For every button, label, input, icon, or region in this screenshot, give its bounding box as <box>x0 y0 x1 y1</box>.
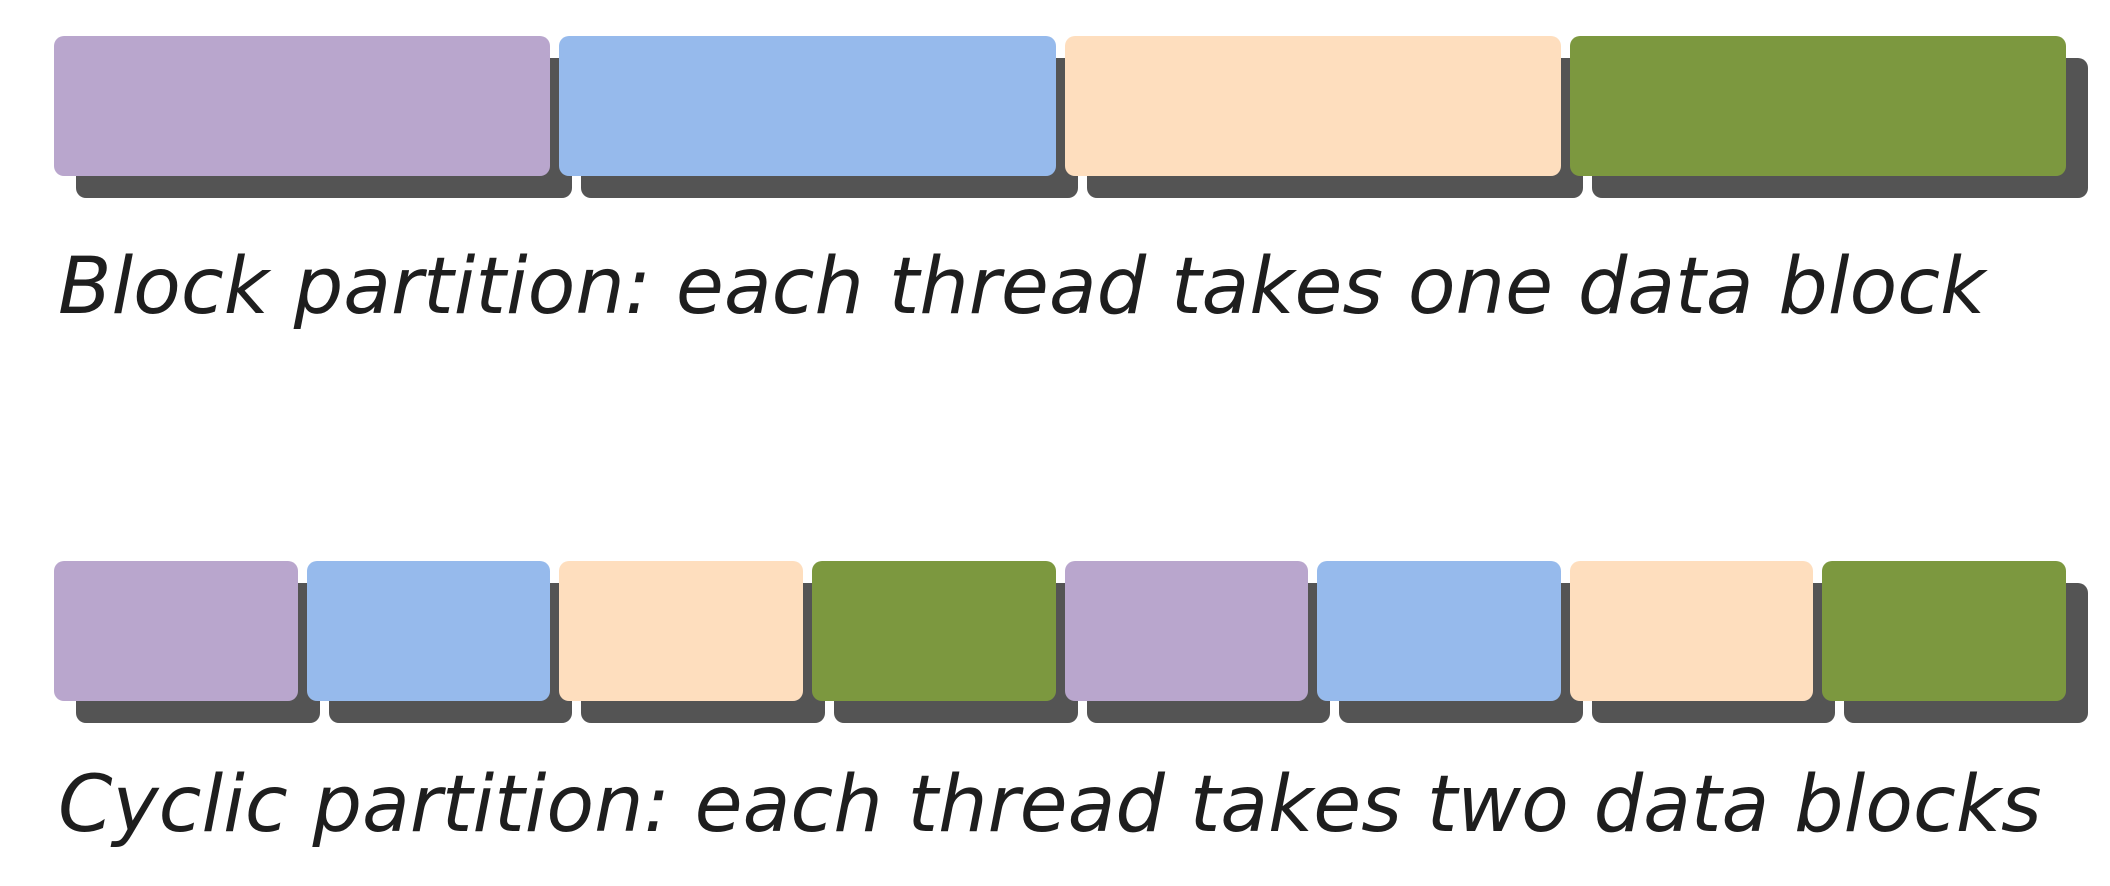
cyclic-partition-data-block <box>559 561 825 723</box>
thread-2-block <box>559 36 1056 176</box>
cyclic-partition-data-block <box>306 561 573 723</box>
cyclic-partition-data-block <box>1569 561 1836 723</box>
block-partition-row <box>0 36 2110 200</box>
thread-1-block <box>1064 561 1309 701</box>
thread-3-block <box>1569 561 1814 701</box>
thread-1-block <box>54 561 298 701</box>
cyclic-partition-row <box>0 561 2110 725</box>
thread-3-block <box>1064 36 1561 176</box>
thread-2-block <box>306 561 551 701</box>
thread-1-block <box>54 36 551 176</box>
thread-4-block <box>1822 561 2066 701</box>
cyclic-partition-caption: Cyclic partition: each thread takes two … <box>58 760 2042 850</box>
block-partition-caption: Block partition: each thread takes one d… <box>58 242 1986 332</box>
cyclic-partition-data-block <box>54 561 320 723</box>
block-partition-data-block <box>559 36 1078 198</box>
cyclic-partition-data-block <box>1317 561 1583 723</box>
thread-2-block <box>1317 561 1561 701</box>
cyclic-partition-data-block <box>1064 561 1331 723</box>
thread-4-block <box>1569 36 2066 176</box>
cyclic-partition-data-block <box>1822 561 2088 723</box>
block-partition-data-block <box>1569 36 2088 198</box>
thread-4-block <box>811 561 1056 701</box>
block-partition-data-block <box>1064 36 1583 198</box>
thread-3-block <box>559 561 803 701</box>
cyclic-partition-data-block <box>811 561 1078 723</box>
block-partition-data-block <box>54 36 573 198</box>
